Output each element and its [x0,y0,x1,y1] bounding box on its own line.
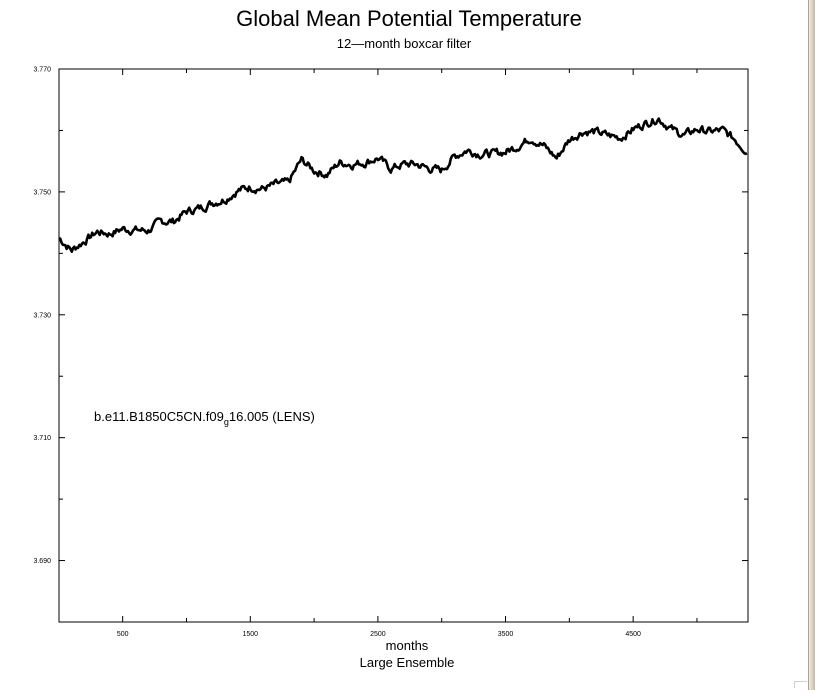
plot-frame [58,68,749,623]
resize-grip-icon[interactable] [794,681,807,688]
y-tick-label: 3.750 [33,189,51,196]
x-tick-label: 3500 [498,631,514,638]
y-tick-label: 3.770 [33,67,51,74]
x-tick-label: 1500 [243,631,259,638]
annotation-tail: 16.005 (LENS) [229,409,315,424]
y-tick-label: 3.710 [33,435,51,442]
x-tick-label: 500 [117,631,129,638]
chart-title: Global Mean Potential Temperature [236,6,582,31]
x-tick-labels: 500 1500 2500 3500 4500 [117,631,641,638]
annotation-text: b.e11.B1850C5CN.f09 [94,409,224,424]
y-tick-labels: 3.690 3.710 3.730 3.750 3.770 [33,67,51,566]
axis-ticks [59,68,748,622]
x-tick-label: 4500 [625,631,641,638]
ensemble-annotation: b.e11.B1850C5CN.f09g16.005 (LENS) [94,409,315,427]
x-axis-sublabel: Large Ensemble [360,655,455,670]
y-tick-label: 3.690 [33,558,51,565]
chart-subtitle: 12—month boxcar filter [337,36,472,51]
y-tick-label: 3.730 [33,312,51,319]
series-line [58,117,748,253]
x-tick-label: 2500 [370,631,386,638]
annotation-subscript: g [224,417,229,427]
x-axis-label: months [386,638,429,653]
window-right-border [808,0,815,690]
